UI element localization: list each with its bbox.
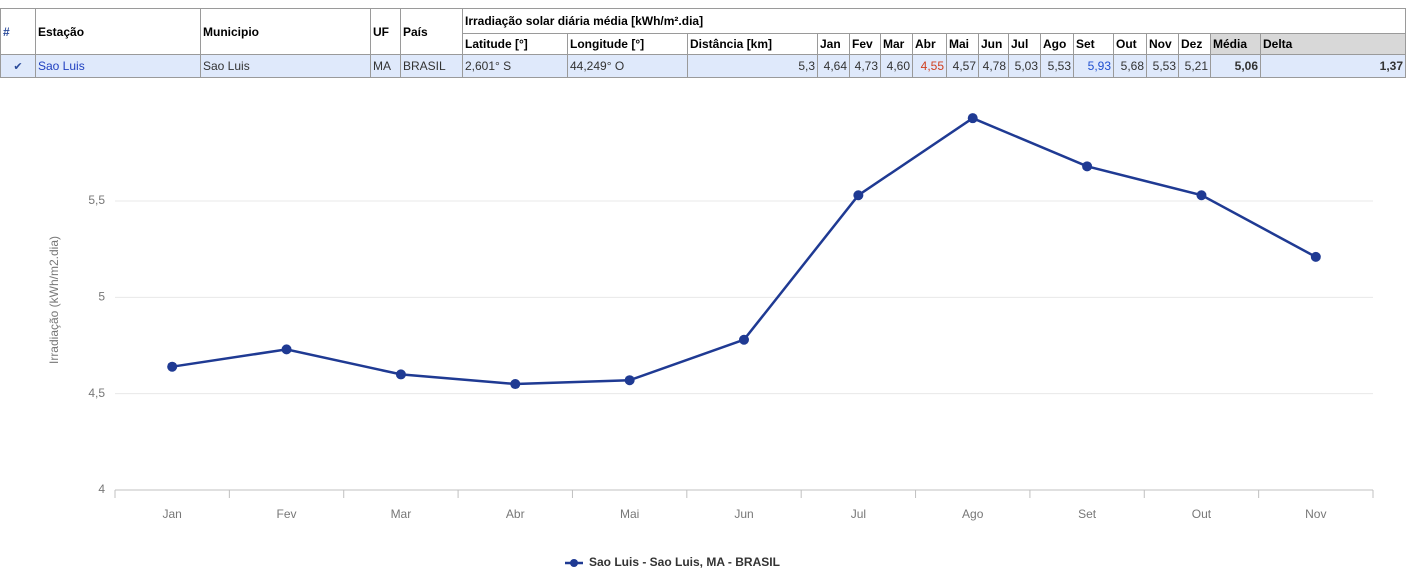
table-cell: Sao Luis (200, 54, 371, 78)
table-cell: MA (370, 54, 401, 78)
x-tick-label: Nov (1305, 507, 1326, 521)
column-header: Jan (817, 33, 850, 55)
table-cell: 4,55 (912, 54, 947, 78)
data-point (853, 190, 864, 201)
table-cell: 5,06 (1210, 54, 1261, 78)
column-header: Média (1210, 33, 1261, 55)
column-header: Abr (912, 33, 947, 55)
data-point (167, 361, 178, 372)
column-header: Jun (978, 33, 1009, 55)
x-tick-label: Mai (620, 507, 639, 521)
column-header: Mai (946, 33, 979, 55)
data-point (281, 344, 292, 355)
data-point (1310, 251, 1321, 262)
table-cell: 5,53 (1146, 54, 1179, 78)
x-tick-label: Fev (277, 507, 297, 521)
subheader-row: Latitude [°] Longitude [°] Distância [km] J… (1, 33, 1407, 55)
data-point (624, 375, 635, 386)
y-axis-title: Irradiação (kWh/m2.dia) (47, 236, 61, 364)
header-row: # Estação Municipio UF País Irradiação solar … (0, 8, 1407, 55)
table-cell: 5,68 (1113, 54, 1147, 78)
column-header: Set (1073, 33, 1114, 55)
x-tick-label: Abr (506, 507, 525, 521)
group-header: Irradiação solar diária média [kWh/m².di… (461, 8, 1407, 34)
y-tick-label: 4 (98, 482, 105, 496)
x-tick-label: Out (1192, 507, 1212, 521)
table-cell: 2,601° S (462, 54, 568, 78)
legend-label: Sao Luis - Sao Luis, MA - BRASIL (589, 555, 780, 569)
x-tick-label: Mar (391, 507, 412, 521)
column-header: Distância [km] (687, 33, 818, 55)
row-checkbox[interactable]: ✔ (0, 54, 36, 78)
column-header: País (400, 8, 463, 55)
y-tick-label: 5,5 (88, 193, 105, 207)
data-point (510, 379, 521, 390)
column-header: Longitude [°] (567, 33, 688, 55)
data-point (1196, 190, 1207, 201)
column-header: Out (1113, 33, 1147, 55)
column-header: Fev (849, 33, 881, 55)
column-header: Latitude [°] (462, 33, 568, 55)
table-cell: 4,73 (849, 54, 881, 78)
y-tick-label: 4,5 (88, 386, 105, 400)
column-header: # (0, 8, 36, 55)
x-tick-label: Jan (163, 507, 182, 521)
data-point (967, 113, 978, 124)
x-tick-label: Set (1078, 507, 1097, 521)
column-header: UF (370, 8, 401, 55)
table-cell: 5,53 (1040, 54, 1074, 78)
table-cell: Sao Luis (35, 54, 201, 78)
y-tick-label: 5 (98, 290, 105, 304)
x-tick-label: Ago (962, 507, 984, 521)
table-cell: 44,249° O (567, 54, 688, 78)
table-cell: 4,64 (817, 54, 850, 78)
column-header: Nov (1146, 33, 1179, 55)
x-tick-label: Jun (734, 507, 753, 521)
table-cell: 5,93 (1073, 54, 1114, 78)
column-header: Municipio (200, 8, 371, 55)
table-cell: 1,37 (1259, 54, 1407, 78)
data-row: ✔ Sao Luis Sao Luis MA BRASIL 2,601° S 44,249°… (0, 54, 1407, 78)
data-point (395, 369, 406, 380)
column-header: Ago (1040, 33, 1074, 55)
table-cell: 4,60 (880, 54, 913, 78)
table-cell: 5,21 (1178, 54, 1211, 78)
column-header: Mar (880, 33, 913, 55)
x-tick-label: Jul (851, 507, 866, 521)
table-cell: BRASIL (400, 54, 463, 78)
station-table: # Estação Municipio UF País Irradiação solar … (0, 8, 1407, 78)
data-point (1082, 161, 1093, 172)
legend-swatch (570, 559, 578, 567)
data-point (739, 334, 749, 345)
